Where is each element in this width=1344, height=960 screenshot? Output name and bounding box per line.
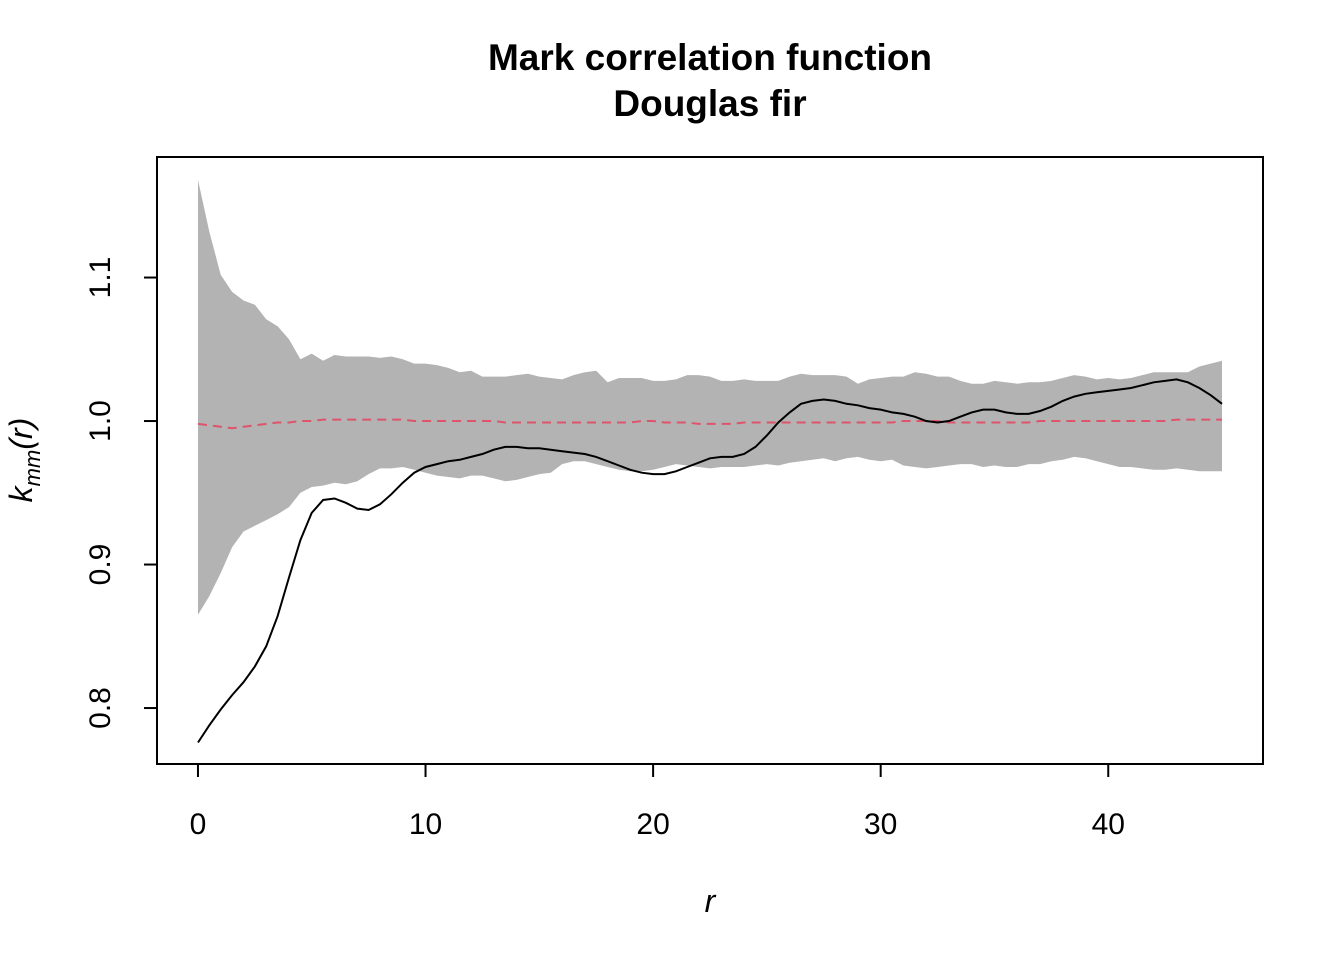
x-tick-label: 30 — [864, 808, 897, 841]
x-axis: 0 10 20 30 40 — [190, 763, 1125, 841]
plot-area — [197, 180, 1223, 744]
x-tick-label: 40 — [1092, 808, 1125, 841]
y-axis-label-main: k — [3, 484, 39, 502]
y-axis-label-sub: mm — [20, 450, 45, 487]
y-axis: 0.8 0.9 1.0 1.1 — [84, 257, 158, 729]
y-axis-label-arg: (r) — [3, 418, 39, 450]
chart-title: Mark correlation function — [488, 37, 932, 78]
y-tick-label: 1.1 — [84, 257, 117, 299]
y-tick-label: 0.8 — [84, 687, 117, 729]
x-tick-label: 20 — [636, 808, 669, 841]
x-axis-label: r — [705, 883, 717, 919]
chart-subtitle: Douglas fir — [613, 83, 806, 124]
x-tick-label: 0 — [190, 808, 207, 841]
y-tick-label: 1.0 — [84, 400, 117, 442]
observed-line — [197, 378, 1223, 744]
envelope-band — [198, 180, 1222, 615]
theoretical-line — [197, 418, 1222, 430]
y-axis-label: kmm(r) — [3, 418, 45, 503]
y-tick-label: 0.9 — [84, 544, 117, 586]
x-tick-label: 10 — [409, 808, 442, 841]
